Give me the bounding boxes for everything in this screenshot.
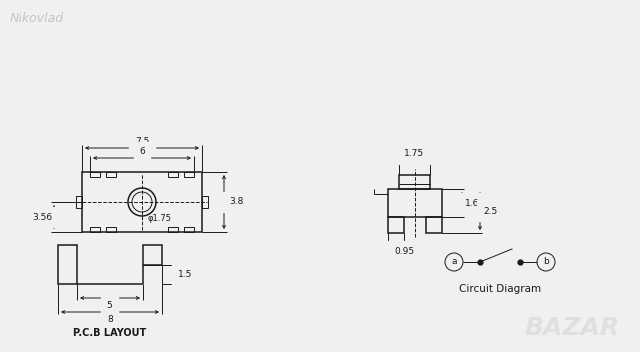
Bar <box>388 217 404 233</box>
Text: 5: 5 <box>107 301 113 309</box>
Text: P.C.B LAYOUT: P.C.B LAYOUT <box>74 328 147 338</box>
Bar <box>90 172 100 177</box>
Text: b: b <box>543 258 549 266</box>
Bar <box>58 245 77 284</box>
Bar <box>106 172 116 177</box>
Text: a: a <box>451 258 457 266</box>
Bar <box>90 227 100 232</box>
Text: 8: 8 <box>107 314 113 323</box>
Text: 6: 6 <box>139 147 145 157</box>
Bar <box>399 175 430 189</box>
Text: 3.8: 3.8 <box>229 197 243 207</box>
Bar <box>143 245 162 265</box>
Bar <box>82 172 202 232</box>
Text: 1.6: 1.6 <box>465 199 479 207</box>
Bar <box>388 189 442 217</box>
Text: 2.5: 2.5 <box>483 207 497 215</box>
Bar <box>202 196 208 208</box>
Text: Nikovlad: Nikovlad <box>10 12 64 25</box>
Bar <box>168 172 178 177</box>
Text: 0.95: 0.95 <box>394 246 414 256</box>
Bar <box>184 172 194 177</box>
Text: 3.56: 3.56 <box>32 213 52 221</box>
Text: 7.5: 7.5 <box>135 138 149 146</box>
Text: Circuit Diagram: Circuit Diagram <box>459 284 541 294</box>
Text: 1.5: 1.5 <box>178 270 192 279</box>
Bar <box>76 196 82 208</box>
Text: 1.75: 1.75 <box>404 150 424 158</box>
Bar <box>168 227 178 232</box>
Bar <box>106 227 116 232</box>
Text: φ1.75: φ1.75 <box>147 214 171 223</box>
Bar <box>426 217 442 233</box>
Bar <box>184 227 194 232</box>
Text: BAZAR: BAZAR <box>525 316 620 340</box>
